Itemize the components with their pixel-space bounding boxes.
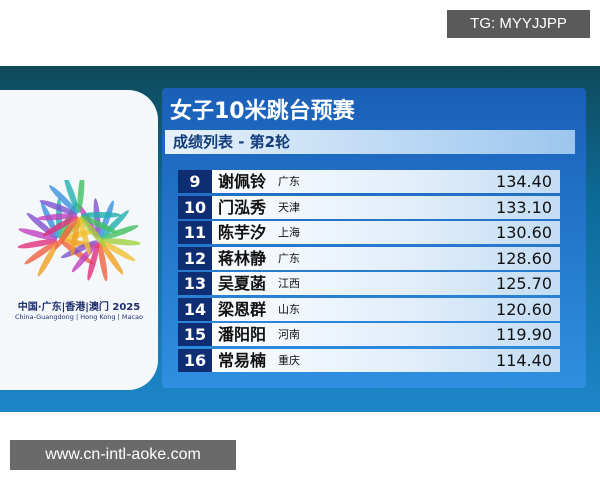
rank-cell: 15: [178, 323, 212, 346]
rank-cell: 10: [178, 195, 212, 219]
subtitle: 成绩列表 - 第2轮: [165, 130, 575, 154]
petal: [24, 240, 58, 265]
score-cell: 128.60: [496, 248, 552, 268]
rank-cell: 16: [178, 348, 212, 372]
petal: [18, 228, 58, 241]
name-cell: 蒋林静: [218, 248, 267, 268]
score-cell: 120.60: [496, 299, 552, 319]
region-cell: 广东: [278, 175, 300, 188]
table-row: 16 常易楠 重庆 114.40: [178, 348, 560, 372]
petal: [17, 239, 58, 249]
region-cell: 广东: [278, 251, 300, 265]
region-cell: 江西: [278, 277, 300, 290]
name-cell: 梁恩群: [218, 299, 267, 319]
petal: [49, 185, 78, 214]
petal: [100, 238, 141, 246]
watermark: TG: MYYJJPP: [447, 10, 590, 38]
petal: [64, 180, 79, 214]
table-row: 10 门泓秀 天津 133.10: [178, 195, 560, 219]
logo-flower: [17, 180, 141, 282]
region-cell: 河南: [278, 328, 300, 341]
region-cell: 山东: [278, 302, 300, 316]
region-cell: 上海: [278, 226, 300, 239]
petal: [100, 210, 129, 239]
watermark: www.cn-intl-aoke.com: [10, 440, 236, 470]
rank-cell: 11: [178, 221, 212, 244]
petal: [98, 241, 108, 282]
score-cell: 134.40: [496, 172, 552, 191]
rank-cell: 13: [178, 272, 212, 295]
petal: [78, 216, 91, 256]
petal: [100, 240, 136, 262]
table-row: 14 梁恩群 山东 120.60: [178, 297, 560, 321]
rank-cell: 9: [178, 170, 212, 193]
title: 女子10米跳台预赛: [170, 99, 355, 124]
name-cell: 门泓秀: [218, 197, 267, 217]
petal: [71, 241, 98, 273]
table-row: 13 吴夏菡 江西 125.70: [178, 272, 560, 295]
petal: [70, 216, 80, 257]
petal: [39, 200, 78, 215]
region-cell: 天津: [278, 200, 300, 214]
score-cell: 125.70: [496, 274, 552, 293]
petal: [87, 241, 100, 281]
name-cell: 谢佩铃: [218, 172, 267, 191]
name-cell: 常易楠: [218, 350, 267, 370]
name-cell: 陈芋汐: [218, 223, 267, 242]
name-cell: 潘阳阳: [218, 325, 267, 344]
score-cell: 119.90: [496, 325, 552, 344]
petal: [80, 216, 107, 248]
logo-subtext: China-Guangdong | Hong Kong | Macao: [15, 313, 143, 321]
name-cell: 吴夏菡: [218, 274, 267, 293]
petal: [77, 180, 85, 214]
logo-text: 中国·广东|香港|澳门 2025: [17, 302, 141, 313]
table-row: 11 陈芋汐 上海 130.60: [178, 221, 560, 244]
rank-cell: 14: [178, 297, 212, 321]
petal: [42, 215, 78, 237]
petal: [54, 216, 79, 250]
petal: [100, 225, 139, 240]
score-cell: 114.40: [496, 350, 552, 370]
petal: [99, 241, 124, 275]
table-row: 12 蒋林静 广东 128.60: [178, 246, 560, 270]
score-cell: 133.10: [496, 197, 552, 217]
petal: [37, 213, 78, 221]
table-row: 9 谢佩铃 广东 134.40: [178, 170, 560, 193]
logo-background: [0, 90, 158, 390]
petal: [80, 215, 118, 234]
table-row: 15 潘阳阳 河南 119.90: [178, 323, 560, 346]
score-cell: 130.60: [496, 223, 552, 242]
petal: [93, 198, 101, 239]
rank-cell: 12: [178, 246, 212, 270]
petal: [37, 241, 59, 277]
petal: [81, 212, 121, 218]
region-cell: 重庆: [278, 353, 300, 367]
